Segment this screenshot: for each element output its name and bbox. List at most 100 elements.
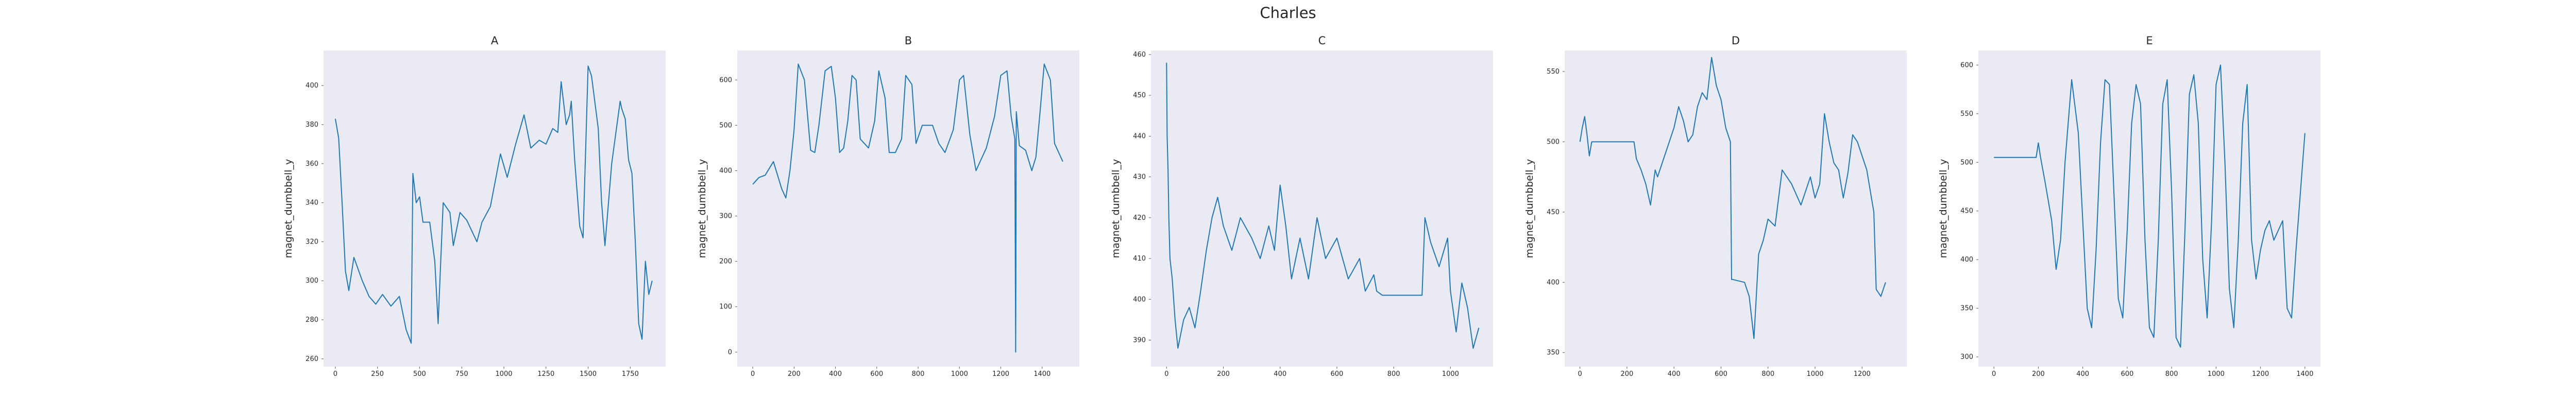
- x-tick-label: 0: [1578, 370, 1582, 378]
- y-tick-label: 300: [306, 277, 318, 285]
- x-tick-label: 400: [829, 370, 842, 378]
- x-tick-label: 1400: [2296, 370, 2313, 378]
- y-tick-label: 450: [1133, 92, 1146, 99]
- x-tick-label: 0: [1992, 370, 1996, 378]
- x-tick-label: 500: [413, 370, 426, 378]
- y-tick-label: 0: [728, 349, 732, 356]
- x-tick-label: 800: [1761, 370, 1774, 378]
- plot-area: [1151, 50, 1493, 367]
- x-tick-label: 1000: [1442, 370, 1459, 378]
- x-tick-label: 1250: [537, 370, 554, 378]
- x-tick-label: 1500: [580, 370, 597, 378]
- y-tick-label: 460: [1133, 51, 1146, 59]
- x-tick-label: 200: [1621, 370, 1634, 378]
- y-tick-label: 420: [1133, 214, 1146, 222]
- x-tick-label: 1200: [1854, 370, 1871, 378]
- x-tick-label: 600: [870, 370, 883, 378]
- x-tick-label: 1000: [1806, 370, 1823, 378]
- y-tick-label: 390: [1133, 337, 1146, 344]
- x-tick-label: 800: [912, 370, 925, 378]
- y-tick-label: 100: [719, 303, 732, 311]
- y-tick-label: 300: [1960, 353, 1973, 361]
- x-tick-label: 800: [2165, 370, 2178, 378]
- y-axis-label: magnet_dumbbell_y: [1110, 159, 1122, 258]
- plot-area: [737, 50, 1079, 367]
- x-tick-label: 0: [1164, 370, 1168, 378]
- series-line: [1166, 62, 1480, 349]
- x-tick-label: 1750: [622, 370, 639, 378]
- subplot-title: A: [491, 34, 499, 47]
- x-tick-label: 200: [1217, 370, 1230, 378]
- x-tick-label: 600: [1715, 370, 1727, 378]
- y-tick-label: 600: [719, 76, 732, 84]
- x-tick-label: 1200: [992, 370, 1009, 378]
- y-tick-label: 380: [306, 121, 318, 129]
- y-tick-label: 500: [1960, 159, 1973, 166]
- x-tick-label: 1200: [2252, 370, 2269, 378]
- subplot-title: B: [905, 34, 912, 47]
- y-tick-label: 350: [1960, 305, 1973, 313]
- x-tick-label: 400: [2076, 370, 2089, 378]
- y-tick-label: 400: [1547, 279, 1560, 286]
- x-tick-label: 750: [455, 370, 468, 378]
- y-tick-label: 350: [1547, 349, 1560, 357]
- series-line: [752, 63, 1063, 353]
- y-tick-label: 400: [1133, 296, 1146, 303]
- x-tick-label: 200: [2032, 370, 2045, 378]
- subplot-title: C: [1318, 34, 1326, 47]
- x-tick-label: 200: [788, 370, 801, 378]
- series-line: [334, 65, 653, 344]
- y-tick-label: 400: [1960, 256, 1973, 264]
- x-tick-label: 1000: [495, 370, 512, 378]
- y-tick-label: 500: [1547, 138, 1560, 146]
- x-tick-label: 800: [1387, 370, 1400, 378]
- y-tick-label: 260: [306, 355, 318, 363]
- y-axis-label: magnet_dumbbell_y: [283, 159, 294, 258]
- y-tick-label: 300: [719, 213, 732, 220]
- y-tick-label: 600: [1960, 61, 1973, 69]
- y-tick-label: 500: [719, 122, 732, 129]
- y-axis-label: magnet_dumbbell_y: [697, 159, 708, 258]
- x-tick-label: 1000: [951, 370, 968, 378]
- x-tick-label: 400: [1274, 370, 1286, 378]
- x-tick-label: 0: [333, 370, 337, 378]
- x-tick-label: 600: [1331, 370, 1344, 378]
- y-tick-label: 440: [1133, 132, 1146, 140]
- y-tick-label: 320: [306, 238, 318, 246]
- x-tick-label: 250: [371, 370, 384, 378]
- y-tick-label: 400: [719, 167, 732, 175]
- y-axis-label: magnet_dumbbell_y: [1524, 159, 1535, 258]
- x-tick-label: 1000: [2208, 370, 2225, 378]
- y-tick-label: 400: [306, 82, 318, 90]
- y-tick-label: 340: [306, 199, 318, 207]
- plot-area: [324, 50, 666, 367]
- subplot-title: D: [1732, 34, 1740, 47]
- y-tick-label: 550: [1960, 110, 1973, 118]
- x-tick-label: 600: [2121, 370, 2133, 378]
- subplot-title: E: [2146, 34, 2153, 47]
- y-axis-label: magnet_dumbbell_y: [1938, 159, 1949, 258]
- x-tick-label: 0: [751, 370, 755, 378]
- x-tick-label: 1400: [1033, 370, 1050, 378]
- y-tick-label: 430: [1133, 174, 1146, 181]
- y-tick-label: 450: [1960, 208, 1973, 215]
- y-tick-label: 280: [306, 316, 318, 324]
- plot-area: [1978, 50, 2320, 367]
- figure-title: Charles: [1260, 4, 1316, 22]
- series-line: [1994, 64, 2306, 348]
- y-tick-label: 450: [1547, 209, 1560, 216]
- plot-area: [1565, 50, 1907, 367]
- y-tick-label: 550: [1547, 68, 1560, 76]
- x-tick-label: 400: [1668, 370, 1681, 378]
- y-tick-label: 360: [306, 160, 318, 168]
- y-tick-label: 200: [719, 258, 732, 266]
- series-line: [1579, 57, 1886, 339]
- y-tick-label: 410: [1133, 255, 1146, 263]
